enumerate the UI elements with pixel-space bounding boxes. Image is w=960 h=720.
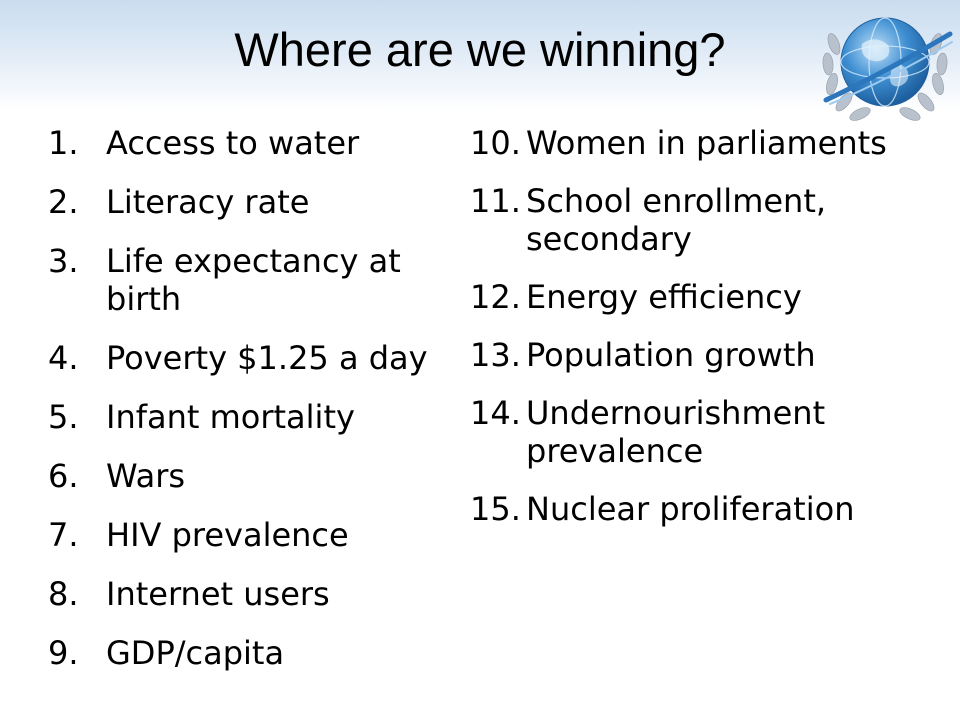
un-globe-emblem-icon	[822, 17, 953, 121]
list-item: 13. Population growth	[470, 336, 950, 374]
numbered-list-left: 1. Access to water 2. Literacy rate 3. L…	[48, 124, 458, 693]
list-number: 2.	[48, 183, 79, 221]
list-text: Life expectancy at birth	[106, 242, 401, 318]
list-item: 10. Women in parliaments	[470, 124, 950, 162]
header-band	[0, 0, 960, 110]
list-text: Poverty $1.25 a day	[106, 339, 428, 377]
list-number: 3.	[48, 242, 79, 280]
list-text: Internet users	[106, 575, 330, 613]
list-text: HIV prevalence	[106, 516, 349, 554]
list-text: Wars	[106, 457, 186, 495]
list-text: School enrollment, secondary	[526, 182, 827, 258]
list-item: 8. Internet users	[48, 575, 458, 613]
list-item: 1. Access to water	[48, 124, 458, 162]
list-text: Population growth	[526, 336, 816, 374]
list-text: Infant mortality	[106, 398, 355, 436]
list-number: 11.	[470, 182, 521, 220]
list-item: 12. Energy efficiency	[470, 278, 950, 316]
list-item: 6. Wars	[48, 457, 458, 495]
list-item: 4. Poverty $1.25 a day	[48, 339, 458, 377]
list-number: 6.	[48, 457, 79, 495]
list-number: 5.	[48, 398, 79, 436]
list-item: 5. Infant mortality	[48, 398, 458, 436]
list-text: Women in parliaments	[526, 124, 887, 162]
list-number: 13.	[470, 336, 521, 374]
list-item: 11. School enrollment, secondary	[470, 182, 950, 258]
list-item: 3. Life expectancy at birth	[48, 242, 458, 318]
list-item: 7. HIV prevalence	[48, 516, 458, 554]
list-text: Energy efficiency	[526, 278, 802, 316]
list-number: 1.	[48, 124, 79, 162]
list-item: 9. GDP/capita	[48, 634, 458, 672]
list-number: 9.	[48, 634, 79, 672]
list-number: 14.	[470, 394, 521, 432]
list-text: Undernourishment prevalence	[526, 394, 826, 470]
list-text: GDP/capita	[106, 634, 285, 672]
list-item: 14. Undernourishment prevalence	[470, 394, 950, 470]
list-text: Literacy rate	[106, 183, 310, 221]
list-item: 2. Literacy rate	[48, 183, 458, 221]
list-number: 7.	[48, 516, 79, 554]
list-number: 12.	[470, 278, 521, 316]
list-number: 4.	[48, 339, 79, 377]
list-text: Nuclear proliferation	[526, 490, 855, 528]
list-number: 15.	[470, 490, 521, 528]
list-number: 10.	[470, 124, 521, 162]
list-text: Access to water	[106, 124, 360, 162]
list-item: 15. Nuclear proliferation	[470, 490, 950, 528]
list-number: 8.	[48, 575, 79, 613]
numbered-list-right: 10. Women in parliaments 11. School enro…	[470, 124, 950, 548]
slide-title: Where are we winning?	[234, 23, 726, 76]
